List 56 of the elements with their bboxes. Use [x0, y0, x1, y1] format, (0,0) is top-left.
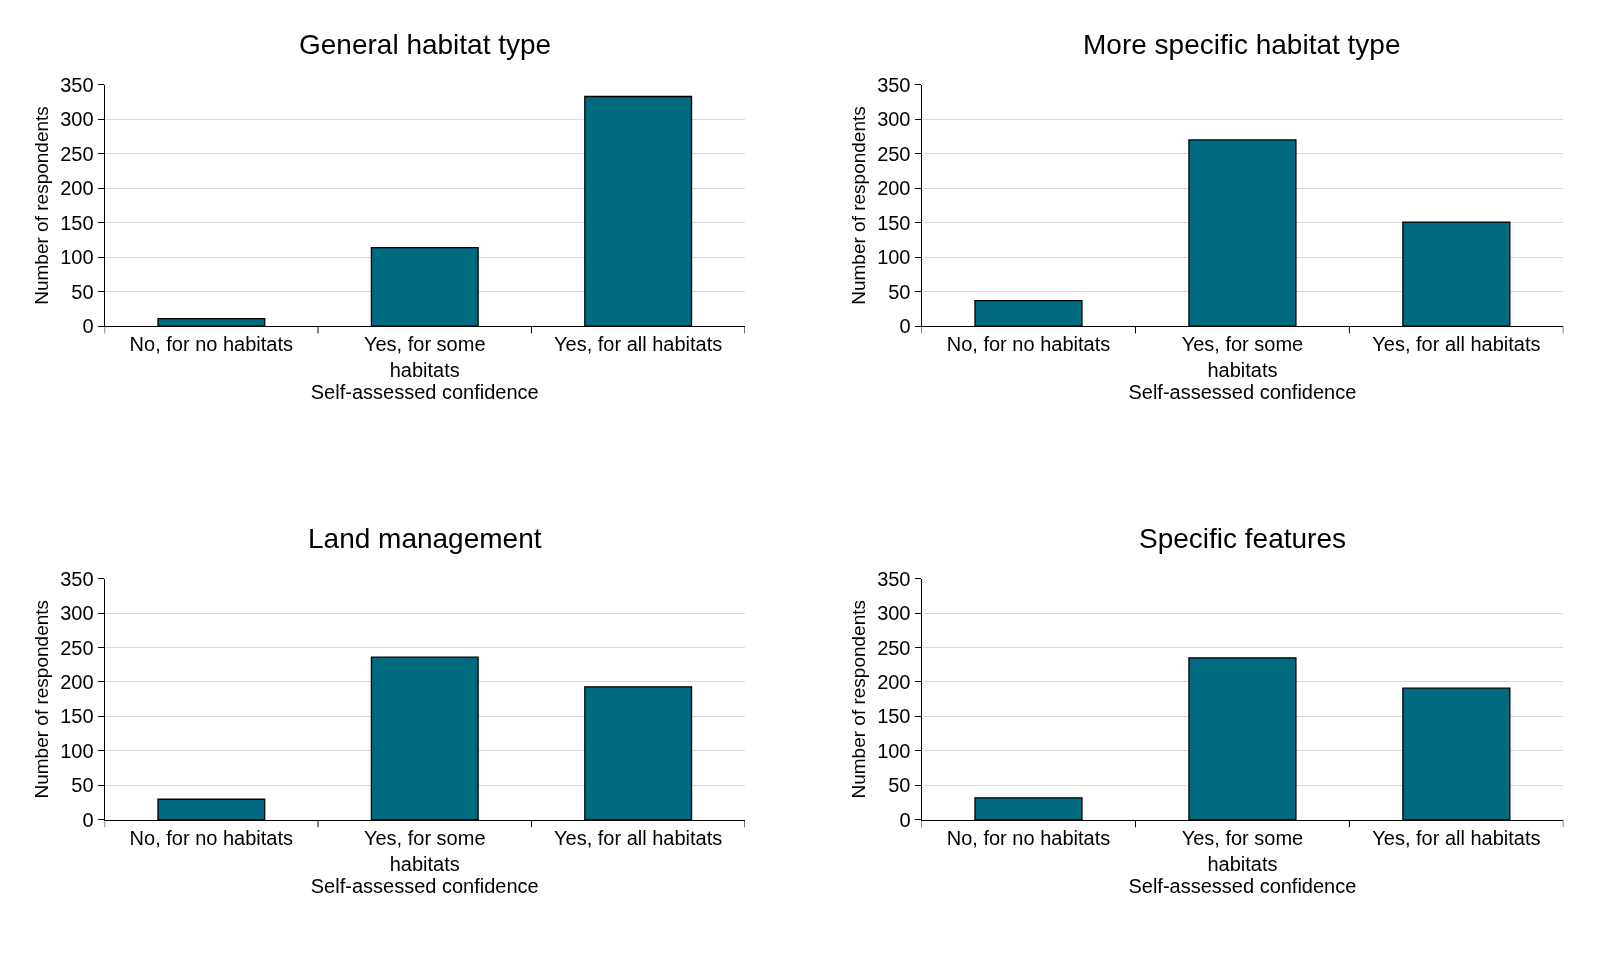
y-axis-title: Number of respondents — [31, 599, 53, 799]
y-tick-label: 250 — [60, 636, 94, 659]
x-axis-title: Self-assessed confidence — [1128, 874, 1357, 897]
x-axis-title: Self-assessed confidence — [310, 381, 539, 404]
y-tick-label: 250 — [60, 142, 94, 165]
y-tick-label: 0 — [82, 315, 94, 338]
y-tick-label: 200 — [877, 177, 911, 200]
y-tick-label: 100 — [877, 739, 911, 762]
y-tick-label: 50 — [888, 280, 911, 303]
y-tick-label: 350 — [877, 73, 911, 96]
y-tick-label: 100 — [60, 739, 94, 762]
x-tick-label: Yes, for some habitats — [363, 333, 486, 382]
y-tick-label: 300 — [877, 602, 911, 625]
chart-title: More specific habitat type — [1083, 29, 1401, 60]
x-tick-label: Yes, for some habitats — [1181, 333, 1304, 382]
y-tick-label: 0 — [899, 808, 911, 831]
y-tick-label: 350 — [60, 73, 94, 96]
y-tick-label: 200 — [877, 670, 911, 693]
y-tick-label: 250 — [877, 142, 911, 165]
x-tick-label: Yes, for all habitats — [554, 333, 723, 356]
y-tick-label: 50 — [71, 280, 94, 303]
x-axis-title: Self-assessed confidence — [310, 874, 539, 897]
y-tick-label: 50 — [71, 774, 94, 797]
y-tick-label: 300 — [877, 108, 911, 131]
x-tick-label: No, for no habitats — [946, 826, 1111, 849]
y-tick-label: 350 — [60, 567, 94, 590]
x-tick-label: No, for no habitats — [129, 333, 294, 356]
x-tick-label: No, for no habitats — [946, 333, 1111, 356]
y-tick-label: 100 — [877, 246, 911, 269]
x-axis-title: Self-assessed confidence — [1128, 381, 1357, 404]
x-tick-label: Yes, for all habitats — [554, 826, 723, 849]
y-tick-label: 300 — [60, 108, 94, 131]
y-tick-label: 150 — [877, 211, 911, 234]
x-tick-label: Yes, for some habitats — [1181, 826, 1304, 875]
y-axis-title: Number of respondents — [847, 599, 869, 799]
y-axis-title: Number of respondents — [847, 106, 869, 305]
chart-title: Land management — [308, 523, 542, 554]
x-tick-label: Yes, for all habitats — [1372, 826, 1541, 849]
y-tick-label: 200 — [60, 670, 94, 693]
x-tick-label: Yes, for some habitats — [363, 826, 486, 875]
chart-title: Specific features — [1139, 523, 1346, 554]
chart-title: General habitat type — [299, 29, 552, 60]
y-tick-label: 150 — [60, 211, 94, 234]
y-axis-title: Number of respondents — [31, 106, 53, 305]
y-tick-label: 300 — [60, 602, 94, 625]
y-tick-label: 0 — [899, 315, 911, 338]
y-tick-label: 100 — [60, 246, 94, 269]
y-tick-label: 0 — [82, 808, 94, 831]
y-tick-label: 200 — [60, 177, 94, 200]
x-tick-label: No, for no habitats — [129, 826, 294, 849]
y-tick-label: 50 — [888, 774, 911, 797]
y-tick-label: 150 — [60, 705, 94, 728]
x-tick-label: Yes, for all habitats — [1372, 333, 1541, 356]
y-tick-label: 150 — [877, 705, 911, 728]
y-tick-label: 250 — [877, 636, 911, 659]
y-tick-label: 350 — [877, 567, 911, 590]
